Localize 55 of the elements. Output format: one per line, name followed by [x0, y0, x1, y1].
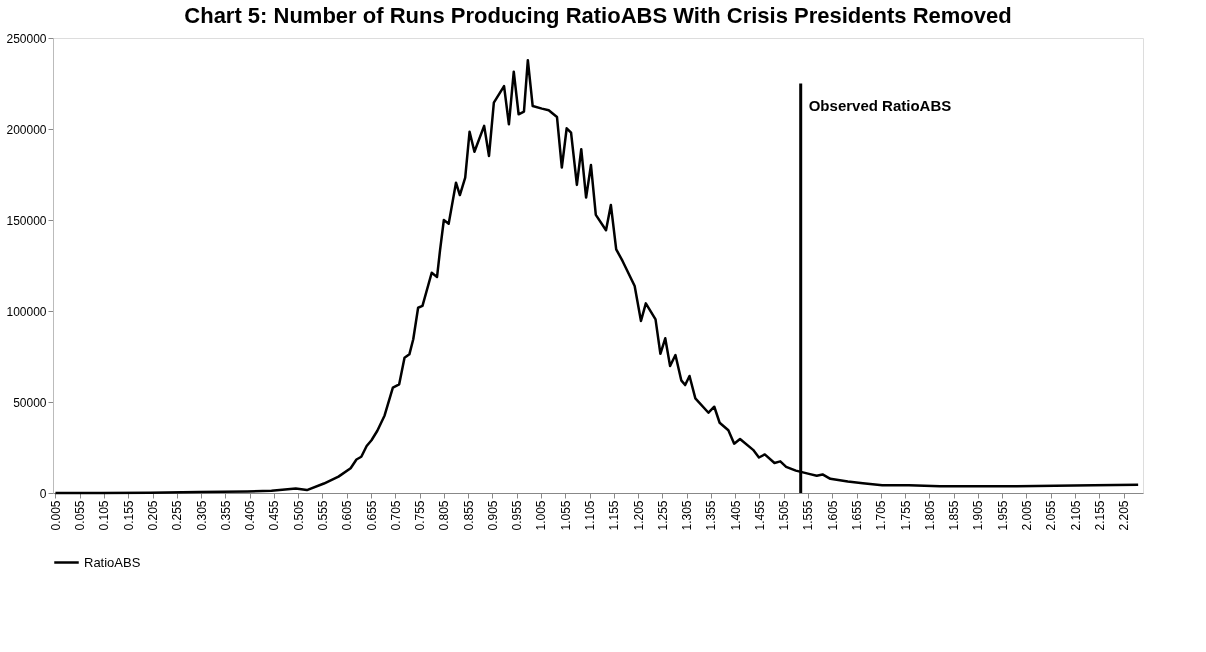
x-tick-label: 1.205: [631, 500, 646, 531]
x-tick-label: 2.105: [1068, 500, 1083, 531]
x-tick-label: 1.905: [971, 500, 986, 531]
x-tick-label: 2.005: [1019, 500, 1034, 531]
x-tick-label: 1.705: [874, 500, 889, 531]
legend-label: RatioABS: [84, 554, 141, 570]
line-series: [54, 58, 1140, 495]
x-tick-label: 0.255: [170, 500, 185, 531]
x-tick-label: 1.355: [704, 500, 719, 531]
x-tick-label: 0.055: [73, 500, 88, 531]
x-tick-label: 1.105: [583, 500, 597, 531]
x-tick-label: 0.755: [413, 500, 428, 531]
x-tick-label: 2.205: [1117, 500, 1132, 531]
y-tick-label: 200000: [6, 122, 47, 137]
x-tick-label: 0.105: [97, 500, 112, 531]
x-tick-label: 0.605: [340, 500, 355, 531]
x-tick-label: 1.555: [801, 500, 816, 531]
y-tick-label: 0: [39, 486, 47, 501]
x-tick-label: 2.155: [1092, 500, 1107, 531]
y-tick-label: 50000: [13, 395, 47, 410]
x-tick-label: 0.705: [388, 500, 403, 531]
x-tick-label: 0.855: [461, 500, 476, 531]
x-tick-label: 1.055: [558, 500, 573, 531]
y-tick-label: 250000: [6, 31, 47, 46]
x-tick-label: 1.405: [728, 500, 743, 531]
x-tick-label: 0.955: [510, 500, 525, 531]
x-tick-label: 1.505: [777, 500, 792, 531]
x-tick-label: 0.205: [146, 500, 161, 531]
x-tick-label: 1.755: [898, 500, 913, 531]
x-tick-label: 1.455: [752, 500, 767, 531]
x-tick-label: 0.805: [437, 500, 452, 531]
chart-title: Chart 5: Number of Runs Producing RatioABS With Crisis Presidents Removed: [184, 3, 1012, 28]
x-tick-label: 0.355: [218, 500, 233, 531]
x-tick-label: 0.155: [121, 500, 136, 531]
y-tick-label: 150000: [6, 213, 47, 228]
x-tick-label: 0.005: [48, 500, 63, 531]
ref-line-label: Observed RatioABS: [808, 97, 952, 115]
x-tick-label: 1.255: [655, 500, 670, 531]
x-tick-label: 1.155: [607, 500, 622, 531]
x-tick-label: 0.455: [267, 500, 282, 531]
x-tick-label: 0.905: [485, 500, 500, 531]
x-tick-label: 1.855: [947, 500, 962, 531]
x-tick-label: 0.555: [315, 500, 330, 531]
x-tick-label: 1.305: [680, 500, 695, 531]
x-tick-label: 1.005: [534, 500, 549, 531]
x-tick-label: 0.305: [194, 500, 209, 531]
x-tick-label: 1.805: [922, 500, 937, 531]
x-tick-label: 1.655: [850, 500, 865, 531]
x-tick-label: 1.605: [825, 500, 840, 531]
x-tick-label: 2.055: [1044, 500, 1059, 531]
x-tick-label: 0.655: [364, 500, 379, 531]
x-tick-label: 1.955: [995, 500, 1010, 531]
y-tick-label: 100000: [6, 304, 47, 319]
x-tick-label: 0.505: [291, 500, 306, 531]
x-tick-label: 0.405: [243, 500, 258, 531]
